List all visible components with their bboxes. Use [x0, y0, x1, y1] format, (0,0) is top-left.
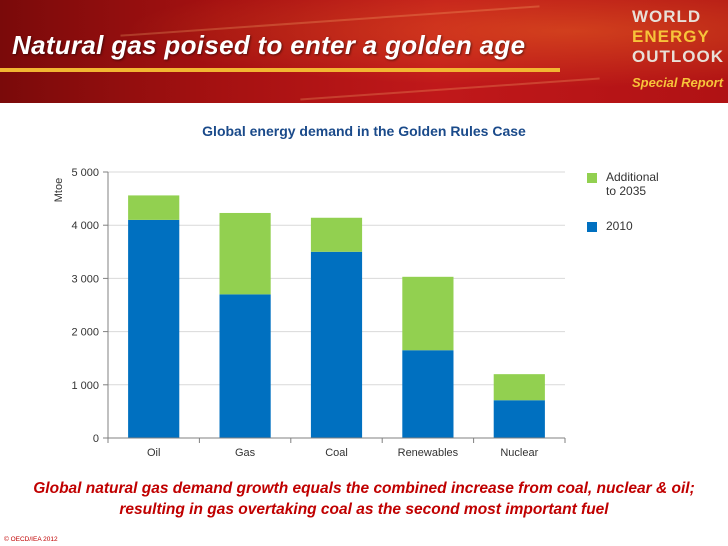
bar-oil-additional: [128, 195, 180, 220]
x-tick-label: Gas: [235, 447, 256, 459]
x-tick-labels: Oil Gas Coal Renewables Nuclear: [147, 447, 539, 459]
bar-renewables-additional: [402, 276, 454, 351]
logo-line-4: Special Report: [632, 75, 724, 90]
caption-line-2: resulting in gas overtaking coal as the …: [119, 501, 609, 518]
copyright: © OECD/IEA 2012: [4, 536, 58, 543]
y-tick-label: 5 000: [71, 167, 99, 179]
legend-label-additional: Additional to 2035: [606, 170, 659, 198]
y-tick-label: 4 000: [71, 220, 99, 232]
y-tick-label: 2 000: [71, 327, 99, 339]
bars: [128, 195, 545, 438]
y-tick-label: 3 000: [71, 273, 99, 285]
header-glow: [0, 0, 728, 103]
legend-label-2010: 2010: [606, 219, 633, 233]
legend-swatch-2010: [587, 222, 597, 232]
caption-line-1: Global natural gas demand growth equals …: [33, 480, 695, 497]
bar-coal-2010: [310, 251, 363, 438]
bar-gas-2010: [219, 294, 271, 438]
header-banner: Natural gas poised to enter a golden age…: [0, 0, 728, 103]
logo-line-2: ENERGY: [632, 27, 710, 46]
legend-swatch-additional: [587, 173, 597, 183]
y-tick-labels: 0 1 000 2 000 3 000 4 000 5 000: [71, 167, 99, 445]
legend-label-additional-line1: Additional: [606, 170, 659, 184]
bar-renewables-2010: [402, 350, 454, 438]
bar-oil-2010: [128, 219, 180, 438]
bar-chart: 0 1 000 2 000 3 000 4 000 5 000 Oil Gas Coal Ren…: [53, 167, 566, 459]
bar-nuclear-2010: [493, 400, 545, 438]
bar-nuclear-additional: [493, 374, 545, 401]
slide-title: Natural gas poised to enter a golden age: [12, 30, 526, 60]
chart-title: Global energy demand in the Golden Rules…: [202, 123, 526, 139]
y-axis-label: Mtoe: [53, 178, 65, 202]
weo-logo: WORLD ENERGY OUTLOOK Special Report: [622, 0, 728, 103]
x-tick-label: Oil: [147, 447, 160, 459]
legend-label-additional-line2: to 2035: [606, 184, 647, 198]
x-tick-label: Coal: [325, 447, 348, 459]
x-tick-label: Nuclear: [500, 447, 538, 459]
logo-line-1: WORLD: [632, 7, 702, 26]
y-tick-label: 0: [93, 433, 99, 445]
bar-coal-additional: [310, 217, 363, 252]
logo-line-3: OUTLOOK: [632, 47, 724, 66]
title-underline: [0, 68, 560, 72]
y-tick-label: 1 000: [71, 380, 99, 392]
axes: [103, 171, 566, 443]
bar-gas-additional: [219, 212, 271, 295]
x-tick-label: Renewables: [398, 447, 459, 459]
